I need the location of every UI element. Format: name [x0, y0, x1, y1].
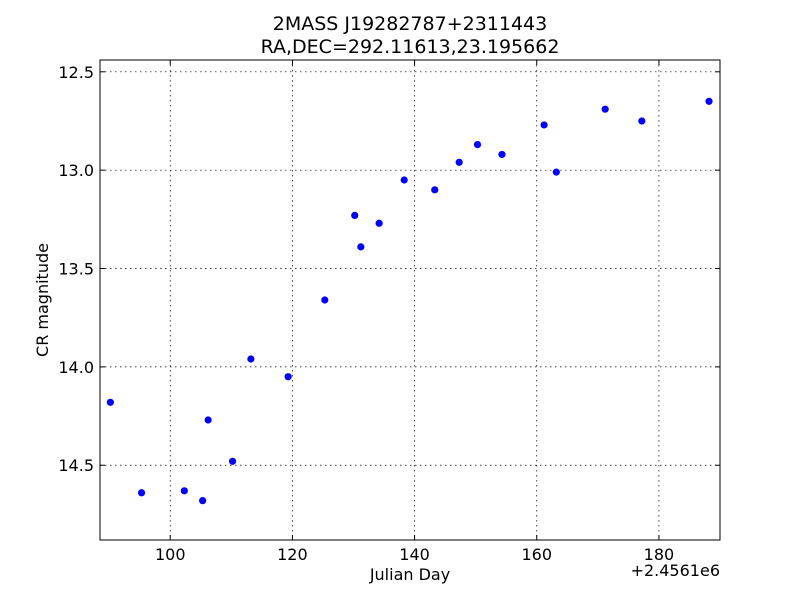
- data-point: [247, 355, 255, 363]
- data-point: [705, 97, 713, 105]
- x-tick-label: 120: [277, 545, 308, 564]
- data-point: [601, 105, 609, 113]
- y-tick-label: 13.5: [58, 260, 94, 279]
- data-point: [321, 296, 329, 304]
- y-tick-label: 14.0: [58, 358, 94, 377]
- x-tick-label: 140: [399, 545, 430, 564]
- x-tick-label: 180: [644, 545, 675, 564]
- data-point: [106, 398, 114, 406]
- axis-ticks: [100, 60, 720, 540]
- y-tick-label: 14.5: [58, 456, 94, 475]
- data-point: [431, 186, 439, 194]
- x-tick-label: 160: [521, 545, 552, 564]
- y-tick-label: 13.0: [58, 161, 94, 180]
- data-point: [204, 416, 212, 424]
- x-axis-offset-label: +2.4561e6: [631, 561, 720, 580]
- data-point: [357, 243, 365, 251]
- data-point: [400, 176, 408, 184]
- y-tick-label: 12.5: [58, 63, 94, 82]
- x-tick-label: 100: [155, 545, 186, 564]
- data-point: [199, 497, 207, 505]
- data-point: [540, 121, 548, 129]
- chart-title: 2MASS J19282787+2311443: [273, 13, 548, 35]
- data-point: [137, 489, 146, 497]
- data-point: [375, 219, 383, 227]
- y-axis-label: CR magnitude: [33, 243, 52, 357]
- data-point: [180, 487, 188, 495]
- chart-subtitle: RA,DEC=292.11613,23.195662: [261, 36, 560, 58]
- plot-frame: [99, 59, 721, 541]
- data-point: [638, 117, 646, 125]
- data-point: [351, 211, 359, 220]
- data-point: [498, 150, 506, 159]
- data-points: [106, 97, 713, 505]
- data-point: [455, 158, 463, 166]
- data-point: [284, 373, 292, 381]
- data-point: [228, 457, 237, 465]
- data-point: [552, 168, 560, 176]
- x-axis-label: Julian Day: [369, 565, 450, 584]
- axis-tick-labels: 100 120 140 160 180 12.5 13.0 13.5 14.0 14.5: [58, 63, 674, 564]
- data-point: [473, 140, 482, 149]
- grid-lines: [100, 60, 720, 540]
